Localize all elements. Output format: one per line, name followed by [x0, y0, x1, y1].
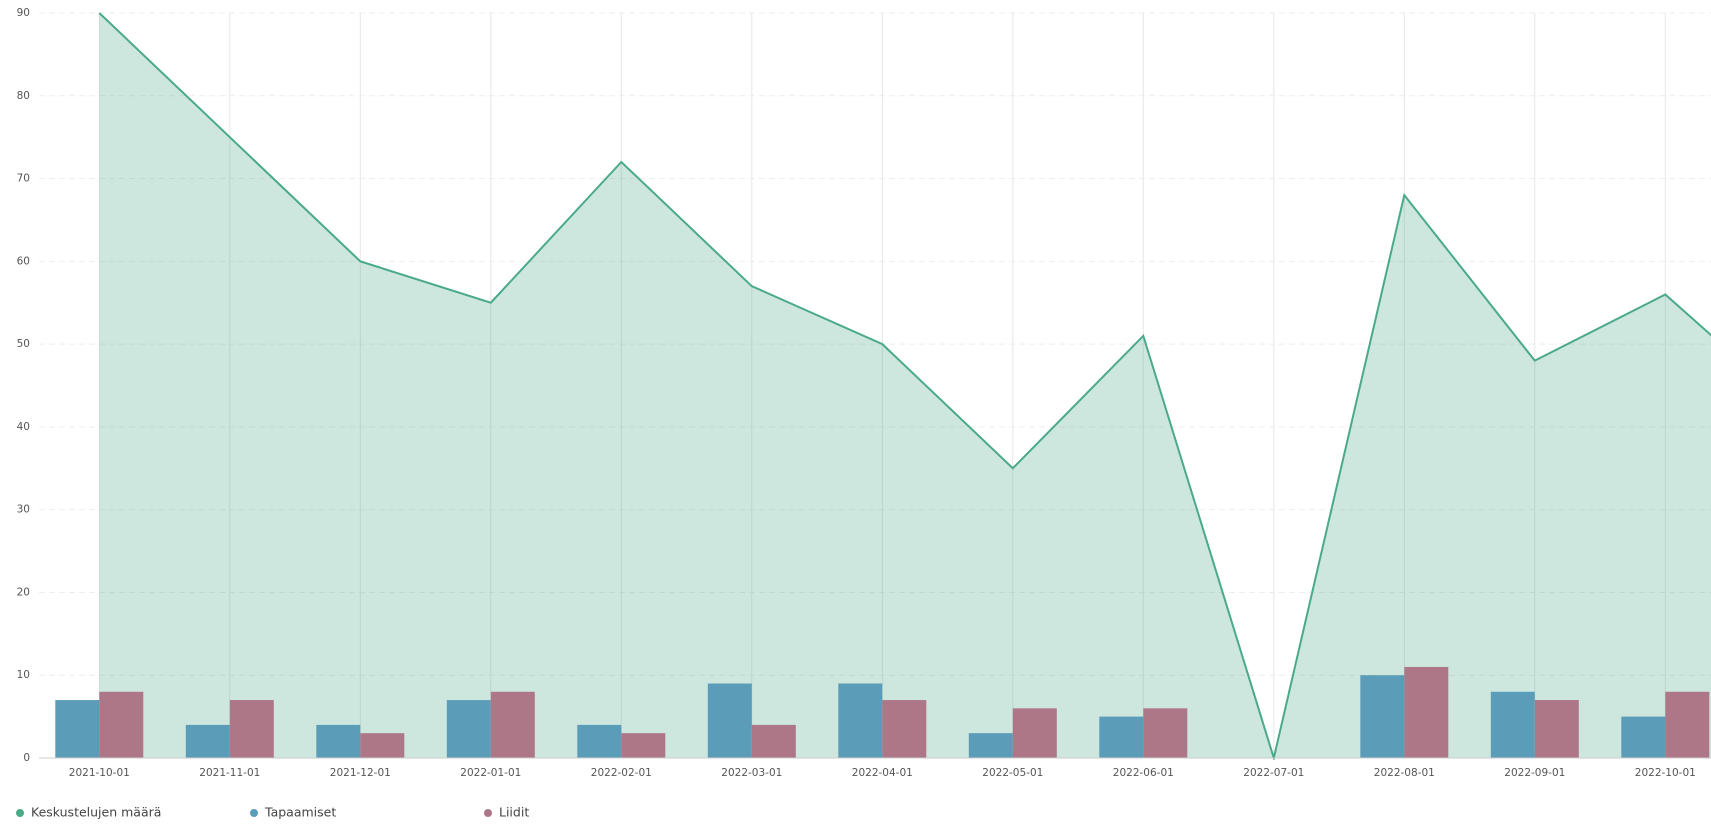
- bar: [1534, 700, 1579, 758]
- x-tick-label: 2021-10-01: [69, 767, 130, 779]
- bar: [577, 724, 622, 758]
- y-tick-label: 60: [17, 255, 30, 267]
- y-tick-label: 90: [17, 7, 30, 19]
- legend-label: Tapaamiset: [264, 805, 336, 820]
- bar: [968, 733, 1013, 758]
- bar: [360, 733, 405, 758]
- x-tick-label: 2022-02-01: [591, 767, 652, 779]
- y-tick-label: 40: [17, 421, 30, 433]
- bar: [1404, 666, 1449, 758]
- bar: [99, 691, 144, 758]
- legend-label: Liidit: [499, 805, 529, 820]
- legend-marker: [16, 809, 24, 817]
- x-tick-label: 2022-04-01: [852, 767, 913, 779]
- x-tick-label: 2022-07-01: [1243, 767, 1304, 779]
- bar: [1490, 691, 1535, 758]
- y-tick-label: 50: [17, 338, 30, 350]
- y-tick-label: 30: [17, 504, 30, 516]
- bar: [55, 700, 100, 758]
- x-tick-label: 2022-08-01: [1374, 767, 1435, 779]
- x-tick-label: 2022-01-01: [460, 767, 521, 779]
- legend: Keskustelujen määrä Tapaamiset Liidit: [16, 805, 529, 820]
- x-tick-label: 2022-06-01: [1113, 767, 1174, 779]
- y-tick-label: 80: [17, 90, 30, 102]
- bar: [707, 683, 752, 758]
- area: [99, 13, 1711, 758]
- bar: [1143, 708, 1188, 758]
- bar: [446, 700, 491, 758]
- y-tick-label: 70: [17, 173, 30, 185]
- legend-marker: [484, 809, 492, 817]
- bar: [882, 700, 927, 758]
- axis: 0 10 20 30 40 50 60 70 80 90 2021-10-01 2021-11-01 2…: [17, 7, 1711, 779]
- bar: [1099, 716, 1144, 758]
- y-tick-label: 0: [23, 752, 30, 764]
- bar: [1012, 708, 1057, 758]
- x-tick-label: 2022-05-01: [982, 767, 1043, 779]
- bar: [621, 733, 666, 758]
- y-tick-label: 20: [17, 586, 30, 598]
- bar: [751, 724, 796, 758]
- x-tick-label: 2022-09-01: [1504, 767, 1565, 779]
- plot-area: [55, 12, 1711, 760]
- x-tick-label: 2021-11-01: [199, 767, 260, 779]
- bar: [1360, 675, 1405, 758]
- bar: [316, 724, 361, 758]
- bar: [1665, 691, 1710, 758]
- x-tick-label: 2022-10-01: [1635, 767, 1696, 779]
- bar: [229, 700, 274, 758]
- bar: [490, 691, 535, 758]
- bar: [1621, 716, 1666, 758]
- legend-label: Keskustelujen määrä: [31, 805, 161, 820]
- grid: [39, 12, 1711, 759]
- line: [98, 12, 1711, 760]
- legend-marker: [250, 809, 258, 817]
- y-tick-label: 10: [17, 669, 30, 681]
- x-tick-label: 2022-03-01: [721, 767, 782, 779]
- bar: [838, 683, 883, 758]
- bar: [185, 724, 230, 758]
- x-tick-label: 2021-12-01: [330, 767, 391, 779]
